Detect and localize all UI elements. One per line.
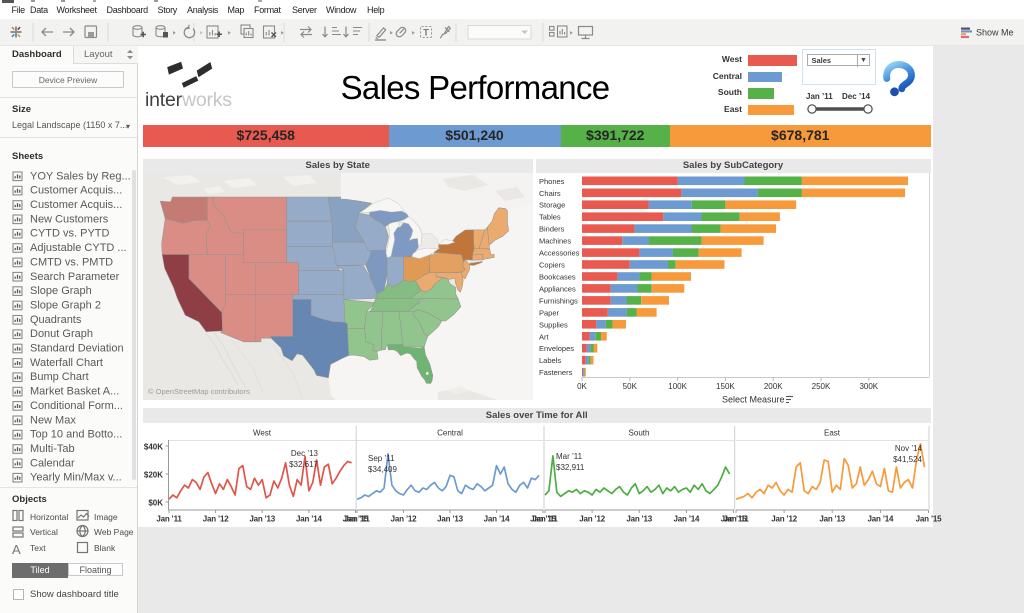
svg-text:Jan ’12: Jan ’12	[771, 515, 797, 524]
svg-text:Bookcases: Bookcases	[539, 273, 576, 282]
svg-text:Multi-Tab: Multi-Tab	[30, 443, 75, 455]
svg-text:$34,409: $34,409	[368, 465, 397, 474]
svg-text:$40K: $40K	[144, 443, 163, 452]
svg-text:Copiers: Copiers	[539, 261, 565, 270]
svg-text:South: South	[629, 429, 650, 438]
svg-text:$41,524: $41,524	[893, 455, 922, 464]
svg-text:Jan ’13: Jan ’13	[437, 515, 463, 524]
svg-text:Jan ’11: Jan ’11	[532, 515, 558, 524]
svg-text:Blank: Blank	[94, 543, 116, 553]
svg-text:Phones: Phones	[539, 177, 565, 186]
svg-text:CMTD vs. PMTD: CMTD vs. PMTD	[30, 256, 113, 268]
svg-text:T: T	[423, 28, 429, 38]
svg-text:Jan ’13: Jan ’13	[819, 515, 845, 524]
svg-text:Binders: Binders	[539, 225, 565, 234]
svg-text:Jan ’11: Jan ’11	[156, 515, 182, 524]
svg-text:150K: 150K	[716, 382, 735, 391]
svg-text:YOY Sales by Reg...: YOY Sales by Reg...	[30, 170, 131, 182]
svg-text:New Customers: New Customers	[30, 213, 109, 225]
svg-text:interworks: interworks	[145, 89, 232, 111]
svg-text:Slope Graph 2: Slope Graph 2	[30, 300, 101, 312]
svg-text:Conditional Form...: Conditional Form...	[30, 400, 123, 412]
svg-text:$0K: $0K	[148, 499, 163, 508]
svg-text:East: East	[824, 429, 841, 438]
svg-text:0K: 0K	[577, 382, 587, 391]
svg-text:Jan ’11: Jan ’11	[344, 515, 370, 524]
svg-text:Show Me: Show Me	[976, 28, 1014, 38]
svg-text:West: West	[253, 429, 272, 438]
svg-text:Accessories: Accessories	[539, 249, 580, 258]
svg-text:Quadrants: Quadrants	[30, 314, 82, 326]
svg-text:Customer Acquis...: Customer Acquis...	[30, 185, 122, 197]
svg-text:Customer Acquis...: Customer Acquis...	[30, 199, 122, 211]
svg-text:Supplies: Supplies	[539, 320, 568, 329]
svg-text:Storage: Storage	[539, 201, 565, 210]
svg-text:Furnishings: Furnishings	[539, 296, 578, 305]
svg-text:Jan ’11: Jan ’11	[723, 515, 749, 524]
svg-text:Waterfall Chart: Waterfall Chart	[30, 357, 103, 369]
svg-text:Central: Central	[437, 429, 463, 438]
svg-text:$32,911: $32,911	[556, 463, 585, 472]
svg-text:50K: 50K	[623, 382, 638, 391]
svg-text:Slope Graph: Slope Graph	[30, 285, 92, 297]
svg-text:Fasteners: Fasteners	[539, 368, 573, 377]
svg-text:Machines: Machines	[539, 237, 571, 246]
svg-text:Text: Text	[30, 543, 46, 553]
svg-text:Appliances: Appliances	[539, 284, 576, 293]
svg-text:Donut Graph: Donut Graph	[30, 328, 93, 340]
svg-text:Mar ’11: Mar ’11	[556, 452, 583, 461]
svg-text:Jan ’13: Jan ’13	[626, 515, 652, 524]
svg-text:Labels: Labels	[539, 356, 561, 365]
svg-text:Calendar: Calendar	[30, 457, 75, 469]
svg-text:Jan ’14: Jan ’14	[484, 515, 510, 524]
svg-text:Jan ’12: Jan ’12	[391, 515, 417, 524]
svg-text:250K: 250K	[812, 382, 831, 391]
svg-text:Tables: Tables	[539, 213, 561, 222]
svg-text:200K: 200K	[764, 382, 783, 391]
svg-text:Yearly Min/Max v...: Yearly Min/Max v...	[30, 472, 122, 484]
svg-text:A: A	[12, 542, 21, 557]
svg-text:Bump Chart: Bump Chart	[30, 371, 89, 383]
svg-text:$20K: $20K	[144, 471, 163, 480]
svg-text:Paper: Paper	[539, 308, 560, 317]
svg-text:Jan ’12: Jan ’12	[579, 515, 605, 524]
svg-text:Vertical: Vertical	[30, 527, 58, 537]
svg-text:Jan ’15: Jan ’15	[721, 515, 747, 524]
svg-text:New Max: New Max	[30, 414, 76, 426]
svg-text:Jan ’14: Jan ’14	[296, 515, 322, 524]
svg-text:© OpenStreetMap contributors: © OpenStreetMap contributors	[148, 387, 250, 396]
svg-text:Web Page: Web Page	[94, 527, 134, 537]
svg-text:Adjustable CYTD ...: Adjustable CYTD ...	[30, 242, 127, 254]
svg-text:Jan ’15: Jan ’15	[343, 515, 369, 524]
svg-text:CYTD vs. PYTD: CYTD vs. PYTD	[30, 228, 110, 240]
svg-text:Search Parameter: Search Parameter	[30, 271, 120, 283]
svg-text:Jan ’14: Jan ’14	[674, 515, 700, 524]
svg-text:Jan ’13: Jan ’13	[249, 515, 275, 524]
svg-text:Jan ’14: Jan ’14	[868, 515, 894, 524]
svg-text:Dec ’13: Dec ’13	[291, 449, 319, 458]
svg-text:Top 10 and Botto...: Top 10 and Botto...	[30, 429, 122, 441]
svg-text:Select Measure: Select Measure	[722, 395, 785, 405]
svg-text:Chairs: Chairs	[539, 189, 561, 198]
svg-text:100K: 100K	[668, 382, 687, 391]
svg-text:Sep ’11: Sep ’11	[368, 454, 395, 463]
svg-text:Envelopes: Envelopes	[539, 344, 574, 353]
svg-text:300K: 300K	[859, 382, 878, 391]
svg-text:Market Basket A...: Market Basket A...	[30, 386, 119, 398]
svg-text:Jan ’12: Jan ’12	[203, 515, 229, 524]
svg-text:Nov ’14: Nov ’14	[895, 444, 923, 453]
svg-text:Standard Deviation: Standard Deviation	[30, 343, 124, 355]
svg-text:Image: Image	[94, 512, 118, 522]
svg-text:Jan ’15: Jan ’15	[530, 515, 556, 524]
svg-text:Horizontal: Horizontal	[30, 512, 68, 522]
svg-text:Art: Art	[539, 332, 550, 341]
svg-text:$32,617: $32,617	[289, 460, 318, 469]
